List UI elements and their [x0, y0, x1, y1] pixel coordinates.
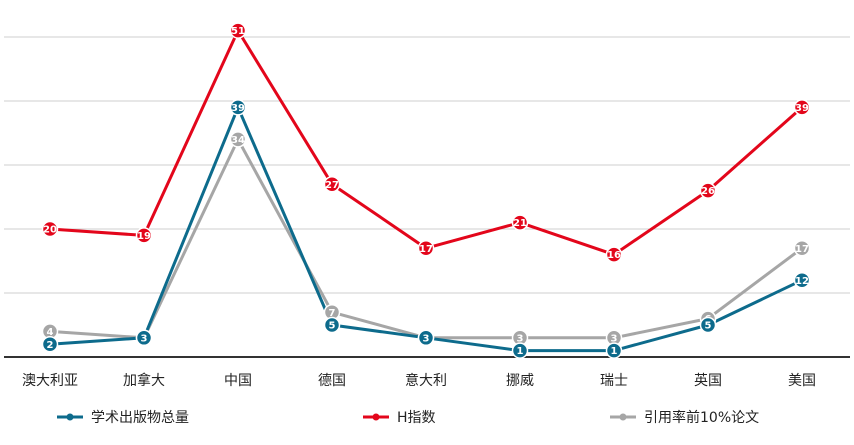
- x-tick-label: 意大利: [405, 372, 447, 389]
- x-tick-label: 瑞士: [600, 373, 628, 389]
- data-point-marker: [793, 271, 811, 289]
- data-label: 17: [795, 244, 809, 255]
- series-lines: [49, 29, 803, 353]
- series-line: [49, 137, 803, 340]
- data-point: 5: [699, 316, 717, 334]
- data-label: 7: [329, 308, 336, 319]
- data-label: 51: [231, 26, 245, 37]
- data-point-marker: [605, 342, 623, 359]
- data-label: 1: [517, 346, 524, 357]
- data-label: 3: [141, 333, 148, 344]
- legend-swatch-marker: [372, 413, 380, 421]
- data-label: 2: [47, 340, 54, 351]
- data-point-marker: [699, 316, 717, 334]
- data-label: 1: [611, 346, 618, 357]
- data-point: 16: [605, 246, 623, 263]
- data-label: 3: [423, 333, 430, 344]
- data-point: 3: [605, 329, 623, 347]
- x-tick-label: 英国: [694, 372, 722, 389]
- legend-label: H指数: [397, 410, 436, 426]
- legend-item: 学术出版物总量: [57, 410, 189, 426]
- data-point-marker: [41, 220, 59, 238]
- data-point-marker: [417, 239, 435, 257]
- x-tick-label: 美国: [788, 373, 816, 389]
- data-point-marker: [605, 246, 623, 263]
- data-point: 27: [323, 175, 341, 193]
- data-point-marker: [793, 239, 811, 257]
- data-point-marker: [135, 329, 153, 347]
- x-axis-labels: 澳大利亚 加拿大 中国 德国 意大利 挪威 瑞士 英国 美国: [22, 372, 816, 389]
- data-point-marker: [323, 175, 341, 193]
- data-label: 5: [329, 321, 336, 332]
- x-tick-label: 加拿大: [123, 372, 165, 389]
- data-point-marker: [699, 182, 717, 199]
- data-label: 16: [607, 250, 621, 261]
- x-tick-label: 挪威: [506, 373, 534, 389]
- data-label: 26: [701, 186, 715, 197]
- data-point: 51: [229, 22, 247, 39]
- data-point-marker: [135, 227, 153, 244]
- data-label: 27: [325, 180, 339, 191]
- data-label: 17: [419, 244, 433, 255]
- data-point: 1: [605, 342, 623, 359]
- data-point-marker: [229, 99, 247, 116]
- legend: 学术出版物总量 H指数 引用率前10%论文: [57, 409, 759, 426]
- data-point: 39: [793, 99, 811, 116]
- data-point: 3: [135, 329, 153, 347]
- data-point: 39: [229, 99, 247, 116]
- data-point: 20: [41, 220, 59, 238]
- data-label: 3: [611, 333, 618, 344]
- data-label: 39: [231, 103, 245, 114]
- data-point: 26: [699, 182, 717, 199]
- data-point: 34: [229, 131, 247, 148]
- legend-swatch-marker: [66, 413, 74, 421]
- series-markers: 4334733361720195127172116263923395311512: [41, 22, 811, 359]
- data-label: 20: [43, 225, 57, 236]
- x-tick-label: 德国: [318, 373, 346, 389]
- legend-item: H指数: [363, 410, 436, 426]
- data-point-marker: [229, 131, 247, 148]
- data-point: 21: [511, 214, 529, 231]
- data-point: 1: [511, 342, 529, 359]
- data-point: 17: [793, 239, 811, 257]
- legend-label: 学术出版物总量: [91, 410, 189, 426]
- data-point-marker: [229, 22, 247, 39]
- data-point-marker: [793, 99, 811, 116]
- x-tick-label: 澳大利亚: [22, 373, 78, 389]
- data-point: 17: [417, 239, 435, 257]
- data-label: 12: [795, 276, 809, 287]
- data-point: 12: [793, 271, 811, 289]
- data-label: 19: [137, 231, 151, 242]
- legend-swatch-marker: [619, 413, 627, 421]
- data-label: 34: [231, 135, 245, 146]
- data-point-marker: [323, 316, 341, 334]
- data-point-marker: [511, 342, 529, 359]
- data-label: 4: [47, 327, 54, 338]
- data-point-marker: [41, 335, 59, 353]
- data-point-marker: [417, 329, 435, 347]
- legend-label: 引用率前10%论文: [644, 409, 759, 426]
- data-label: 5: [705, 321, 712, 332]
- data-point: 3: [417, 329, 435, 347]
- legend-item: 引用率前10%论文: [610, 409, 759, 426]
- series-line: [49, 29, 803, 257]
- data-point-marker: [511, 214, 529, 231]
- data-point: 5: [323, 316, 341, 334]
- data-point: 2: [41, 335, 59, 353]
- data-label: 21: [513, 218, 527, 229]
- data-label: 39: [795, 103, 809, 114]
- data-label: 3: [517, 333, 524, 344]
- x-tick-label: 中国: [224, 373, 252, 389]
- data-point: 19: [135, 227, 153, 244]
